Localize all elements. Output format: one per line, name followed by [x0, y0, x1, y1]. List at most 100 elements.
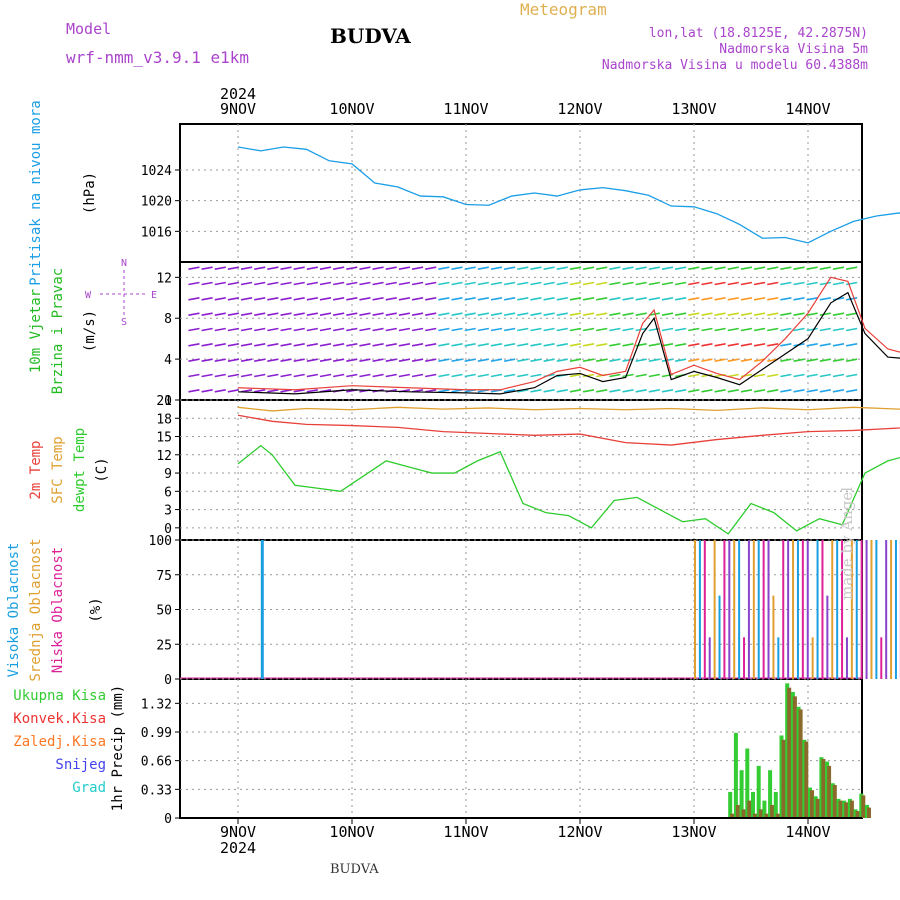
wind-arrow — [188, 281, 200, 286]
wind-arrow — [753, 297, 766, 301]
wind-arrow — [767, 312, 779, 316]
y-tick-label: 1016 — [141, 225, 172, 240]
wind-arrow — [556, 281, 568, 286]
cloud-bar — [850, 540, 853, 679]
wind-arrow — [517, 389, 529, 393]
wind-arrow — [622, 327, 634, 332]
wind-axis-title-1: 10m Vjetar — [28, 289, 44, 373]
wind-arrow — [214, 312, 226, 316]
cloud-bar — [821, 540, 824, 679]
wind-speed-line — [237, 291, 900, 395]
wind-arrow — [832, 343, 845, 347]
wind-arrow — [359, 343, 371, 347]
y-tick-label: 21 — [156, 394, 172, 409]
cloud-bar — [796, 540, 799, 679]
cloud-bar — [860, 540, 863, 679]
wind-arrow — [701, 297, 713, 301]
wind-arrow — [543, 281, 555, 286]
wind-arrow — [477, 266, 489, 270]
wind-arrow — [293, 343, 305, 347]
wind-arrow — [346, 373, 358, 378]
y-tick-label: 1024 — [141, 164, 172, 179]
wind-arrow — [688, 343, 700, 347]
wind-arrow — [530, 358, 542, 362]
wind-arrow — [846, 373, 858, 378]
wind-arrow — [425, 389, 437, 393]
wind-arrow — [740, 327, 753, 332]
high-cloud-bar — [260, 540, 264, 679]
wind-arrow — [596, 266, 608, 270]
precip-axis-title: 1hr Precip (mm) — [110, 685, 126, 811]
wind-arrow — [464, 343, 476, 347]
cloud-bar — [782, 540, 785, 679]
wind-arrow — [306, 297, 318, 301]
wind-arrow — [806, 358, 818, 362]
low-cloud-title: Niska Oblacnost — [50, 547, 66, 673]
wind-arrow — [582, 266, 595, 270]
wind-arrow — [819, 373, 831, 378]
cloud-bar — [875, 540, 878, 679]
wind-arrow — [346, 327, 358, 332]
wind-arrow — [846, 358, 858, 362]
wind-arrow — [372, 281, 384, 286]
wind-arrow — [530, 343, 542, 347]
wind-arrow — [793, 297, 805, 301]
cloud-bar — [841, 540, 844, 679]
temp-unit: (C) — [94, 457, 110, 482]
wind-arrow — [280, 358, 292, 362]
wind-arrow — [714, 343, 726, 347]
wind-arrow — [425, 281, 437, 286]
wind-arrow — [372, 297, 384, 301]
wind-arrow — [464, 312, 476, 316]
wind-arrow — [753, 389, 766, 393]
wind-arrow — [333, 373, 345, 378]
wind-arrow — [280, 266, 292, 270]
wind-arrow — [530, 281, 542, 286]
wind-arrow — [267, 343, 279, 347]
year-label-top: 2024 — [220, 85, 256, 103]
wind-arrow — [596, 389, 608, 393]
cloud-bar — [723, 540, 726, 679]
wind-arrow — [753, 373, 766, 378]
wind-arrow — [372, 343, 384, 347]
wind-arrow — [517, 343, 529, 347]
wind-arrow — [267, 297, 279, 301]
wind-arrow — [293, 358, 305, 362]
total-precip-bar — [745, 748, 750, 818]
wind-arrow — [477, 327, 489, 332]
wind-arrow — [622, 266, 634, 270]
wind-arrow — [477, 343, 489, 347]
wind-arrow — [648, 327, 660, 332]
wind-arrow — [793, 358, 805, 362]
wind-arrow — [201, 281, 213, 286]
y-tick-label: 0 — [164, 522, 172, 537]
wind-arrow — [346, 281, 358, 286]
wind-arrow — [438, 297, 450, 301]
wind-arrow — [635, 358, 647, 362]
wind-arrow — [780, 297, 792, 301]
wind-arrow — [477, 312, 489, 316]
wind-arrow — [648, 281, 660, 286]
precip-legend-2: Zaledj.Kisa — [13, 734, 106, 750]
cloud-bar — [870, 540, 873, 679]
wind-arrow — [806, 266, 818, 270]
wind-arrow — [622, 312, 634, 316]
wind-arrow — [201, 266, 213, 270]
wind-arrow — [543, 389, 555, 393]
cloud-bar — [733, 540, 736, 679]
wind-arrow — [806, 281, 818, 286]
wind-arrow — [622, 389, 634, 393]
y-tick-label: 6 — [164, 485, 172, 500]
wind-arrow — [767, 327, 779, 332]
wind-arrow — [306, 343, 318, 347]
wind-arrow — [846, 343, 858, 347]
wind-arrow — [740, 312, 753, 316]
wind-arrow — [267, 281, 279, 286]
wind-arrow — [214, 358, 226, 362]
wind-arrow — [464, 327, 476, 332]
wind-arrow — [306, 266, 318, 270]
wind-arrow — [438, 373, 450, 378]
wind-arrow — [740, 343, 753, 347]
x-tick-label-bottom: 12NOV — [557, 823, 602, 841]
wind-arrow — [306, 373, 318, 378]
